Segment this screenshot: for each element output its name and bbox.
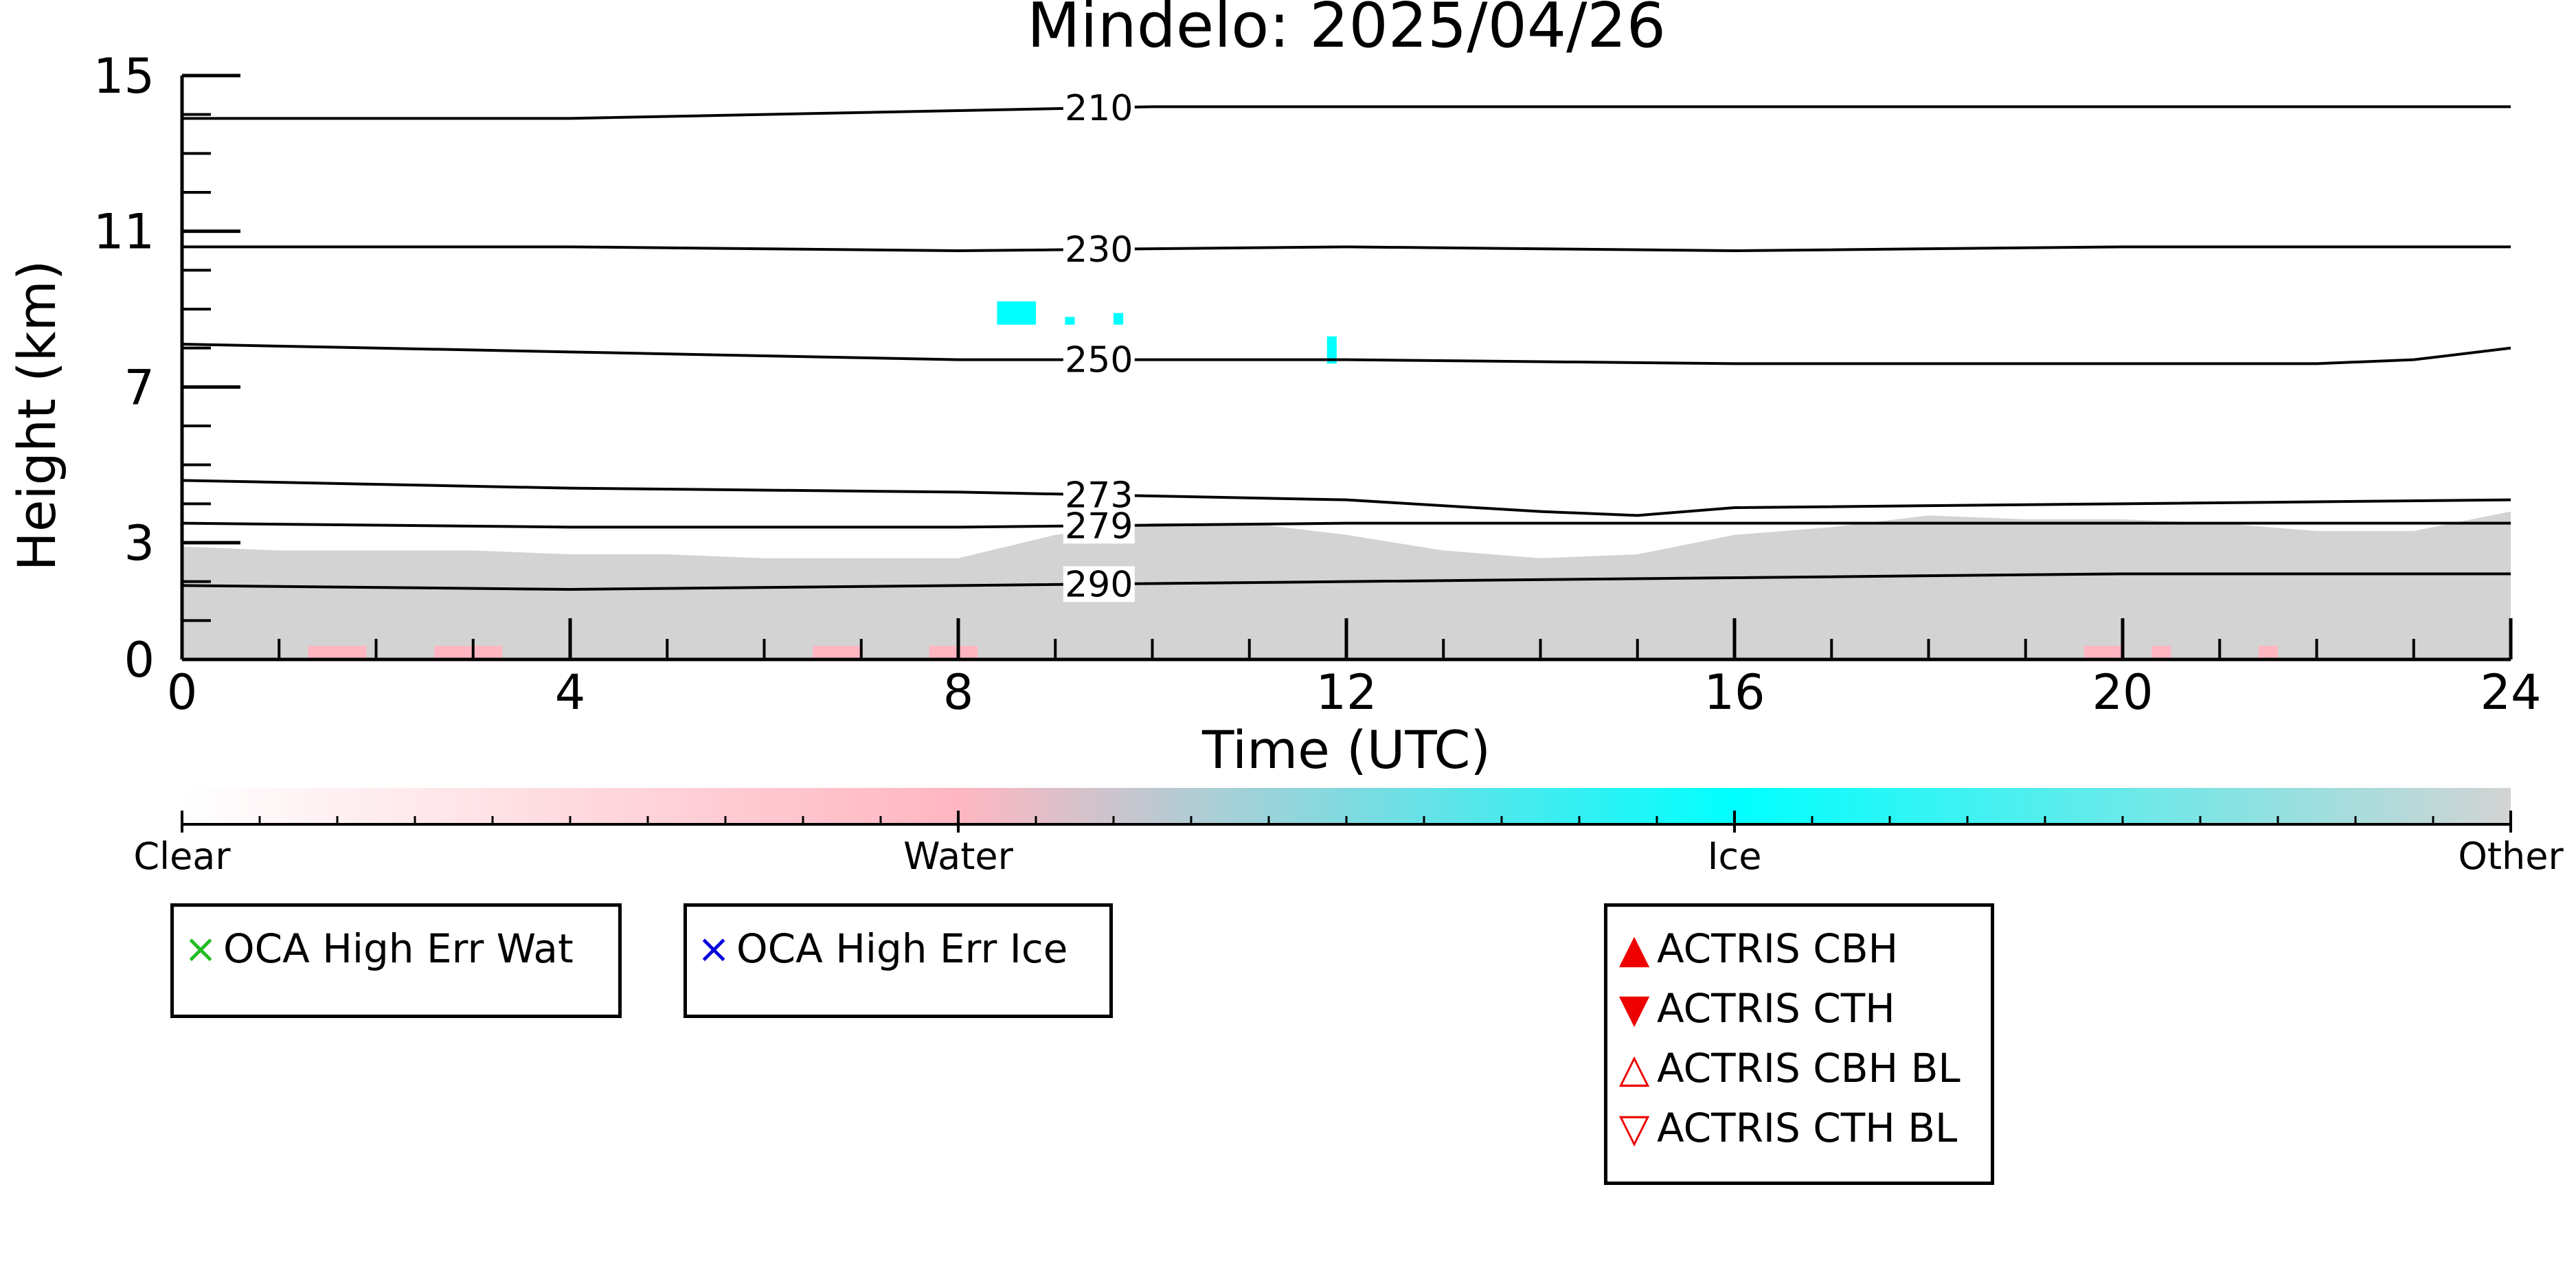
x-tick-label: 4	[555, 664, 586, 721]
legend-actris: ▲ ACTRIS CBH ▼ ACTRIS CTH △ ACTRIS CBH BL ▽ ACT…	[1604, 903, 1994, 1185]
x-tick-label: 0	[167, 664, 198, 721]
water-class-area	[929, 646, 978, 659]
legend-label: ACTRIS CTH	[1657, 985, 1895, 1032]
isotherm-line	[182, 245, 2511, 253]
colorbar-label: Water	[903, 835, 1013, 878]
x-tick-label: 24	[2480, 664, 2541, 721]
isotherm-label-bg	[1063, 341, 1135, 378]
legend-entry: ▲ ACTRIS CBH	[1607, 922, 1898, 975]
other-class-area	[182, 511, 2511, 659]
chart-title: Mindelo: 2025/04/26	[1027, 0, 1666, 62]
isotherm-label-bg	[1063, 477, 1135, 513]
isotherm-label: 279	[1065, 506, 1133, 547]
y-tick-label: 15	[93, 48, 155, 104]
isotherm-label-bg	[1063, 89, 1135, 126]
x-tick-label: 12	[1315, 664, 1377, 721]
isotherm-line	[182, 105, 2511, 120]
isotherm-label: 210	[1065, 88, 1133, 129]
legend-entry: × OCA High Err Ice	[687, 922, 1068, 975]
legend-oca-ice: × OCA High Err Ice	[683, 903, 1113, 1018]
y-tick-label: 3	[124, 515, 155, 572]
isotherm-line	[181, 521, 2511, 529]
x-tick-label: 8	[943, 664, 974, 721]
water-class-area	[434, 646, 503, 659]
x-tick-label: 16	[1704, 664, 1765, 721]
legend-oca-water: × OCA High Err Wat	[170, 903, 622, 1018]
isotherm-line	[181, 479, 2511, 517]
isotherm-label: 290	[1065, 564, 1133, 605]
ice-class-area	[1065, 317, 1075, 325]
y-tick-label: 7	[124, 359, 155, 416]
legend-marker-icon: ▲	[1618, 925, 1650, 972]
isotherm-label-bg	[1063, 231, 1135, 267]
water-class-area	[308, 646, 367, 659]
legend-label: ACTRIS CTH BL	[1657, 1105, 1958, 1151]
cloud-fills	[182, 301, 2511, 659]
ice-class-area	[1114, 313, 1124, 325]
legend-marker-icon: △	[1618, 1045, 1650, 1092]
ice-class-area	[997, 301, 1036, 325]
legend-entry: △ ACTRIS CBH BL	[1607, 1041, 1961, 1095]
legend-label: OCA High Err Ice	[736, 925, 1068, 972]
colorbar: Clear Water Ice Other	[133, 788, 2564, 878]
legend-marker-icon: ×	[183, 925, 218, 972]
y-axis-label: Height (km)	[6, 260, 67, 572]
legend-marker-icon: ▼	[1618, 985, 1650, 1032]
legend-label: ACTRIS CBH BL	[1657, 1045, 1961, 1092]
y-tick-label: 0	[124, 632, 155, 688]
ice-class-area	[1326, 336, 1337, 364]
colorbar-label: Ice	[1708, 835, 1762, 878]
water-class-area	[2083, 646, 2123, 659]
isotherm-label: 250	[1065, 340, 1133, 381]
isotherm-line	[181, 572, 2511, 591]
legend-entry: × OCA High Err Wat	[174, 922, 574, 975]
legend-label: ACTRIS CBH	[1657, 925, 1899, 972]
isotherm-label: 230	[1065, 229, 1133, 271]
legend-entry: ▼ ACTRIS CTH	[1607, 982, 1895, 1035]
isotherm-label-bg	[1063, 566, 1135, 602]
water-class-area	[2258, 646, 2278, 659]
water-class-area	[2151, 646, 2171, 659]
isotherm-label-bg	[1063, 508, 1135, 544]
plot-axes: 0 4 8 12 16 20 24 0 3 7 11 15	[93, 48, 2542, 721]
legend-label: OCA High Err Wat	[223, 925, 574, 972]
colorbar-label: Clear	[133, 835, 231, 878]
water-class-area	[813, 646, 861, 659]
isotherm-line	[181, 343, 2511, 365]
colorbar-label: Other	[2458, 835, 2564, 878]
y-tick-label: 11	[93, 204, 155, 260]
legend-marker-icon: ×	[697, 925, 731, 972]
legend-marker-icon: ▽	[1618, 1105, 1650, 1151]
x-axis-label: Time (UTC)	[1201, 719, 1491, 780]
x-tick-label: 20	[2092, 664, 2153, 721]
legend-entry: ▽ ACTRIS CTH BL	[1607, 1101, 1958, 1155]
